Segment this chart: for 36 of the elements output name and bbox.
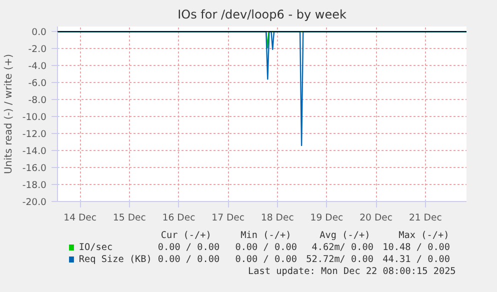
text: Cur (-/+) [160,230,212,241]
x-tick-label: 15 Dec [112,212,146,224]
text: 4.62m/ 0.00 [312,242,374,253]
x-tick-label: 17 Dec [212,212,245,224]
x-tick-label: 20 Dec [360,212,393,224]
text: 0.00 / 0.00 [235,254,298,265]
y-axis-title: Units read (-) / write (+) [3,54,14,174]
x-tick-label: 16 Dec [162,212,196,224]
x-tick-label: 21 Dec [408,212,442,224]
legend-label: Req Size (KB) [78,254,152,265]
x-tick-label: 19 Dec [310,212,344,224]
text: 0.00 / 0.00 [158,254,220,265]
y-tick-label: -12.0 [22,129,47,140]
chart-title: IOs for /dev/loop6 - by week [178,8,346,22]
text: 10.48 / 0.00 [382,242,450,253]
y-tick-label: -10.0 [22,112,47,124]
y-tick-label: -20.0 [22,197,47,208]
y-tick-label: 0.0 [32,27,47,38]
y-tick-label: -16.0 [22,163,47,174]
y-tick-label: -8.0 [28,95,47,106]
text: 52.72m/ 0.00 [306,254,374,265]
text: 0.00 / 0.00 [235,242,298,253]
text: 0.00 / 0.00 [158,242,220,253]
x-tick-label: 14 Dec [64,212,97,224]
y-tick-label: -6.0 [28,78,47,90]
text: Last update: Mon Dec 22 08:00:15 2025 [248,266,456,277]
x-tick-label: 18 Dec [260,212,294,224]
text: Max (-/+) [398,230,450,241]
y-tick-label: -18.0 [22,180,47,192]
y-tick-label: -2.0 [28,44,47,56]
text: 44.31 / 0.00 [382,254,450,265]
legend-label: IO/sec [78,242,113,253]
y-tick-label: -14.0 [22,146,47,158]
text: Avg (-/+) [320,230,370,241]
text: Min (-/+) [240,230,292,241]
y-tick-label: -4.0 [28,61,47,72]
